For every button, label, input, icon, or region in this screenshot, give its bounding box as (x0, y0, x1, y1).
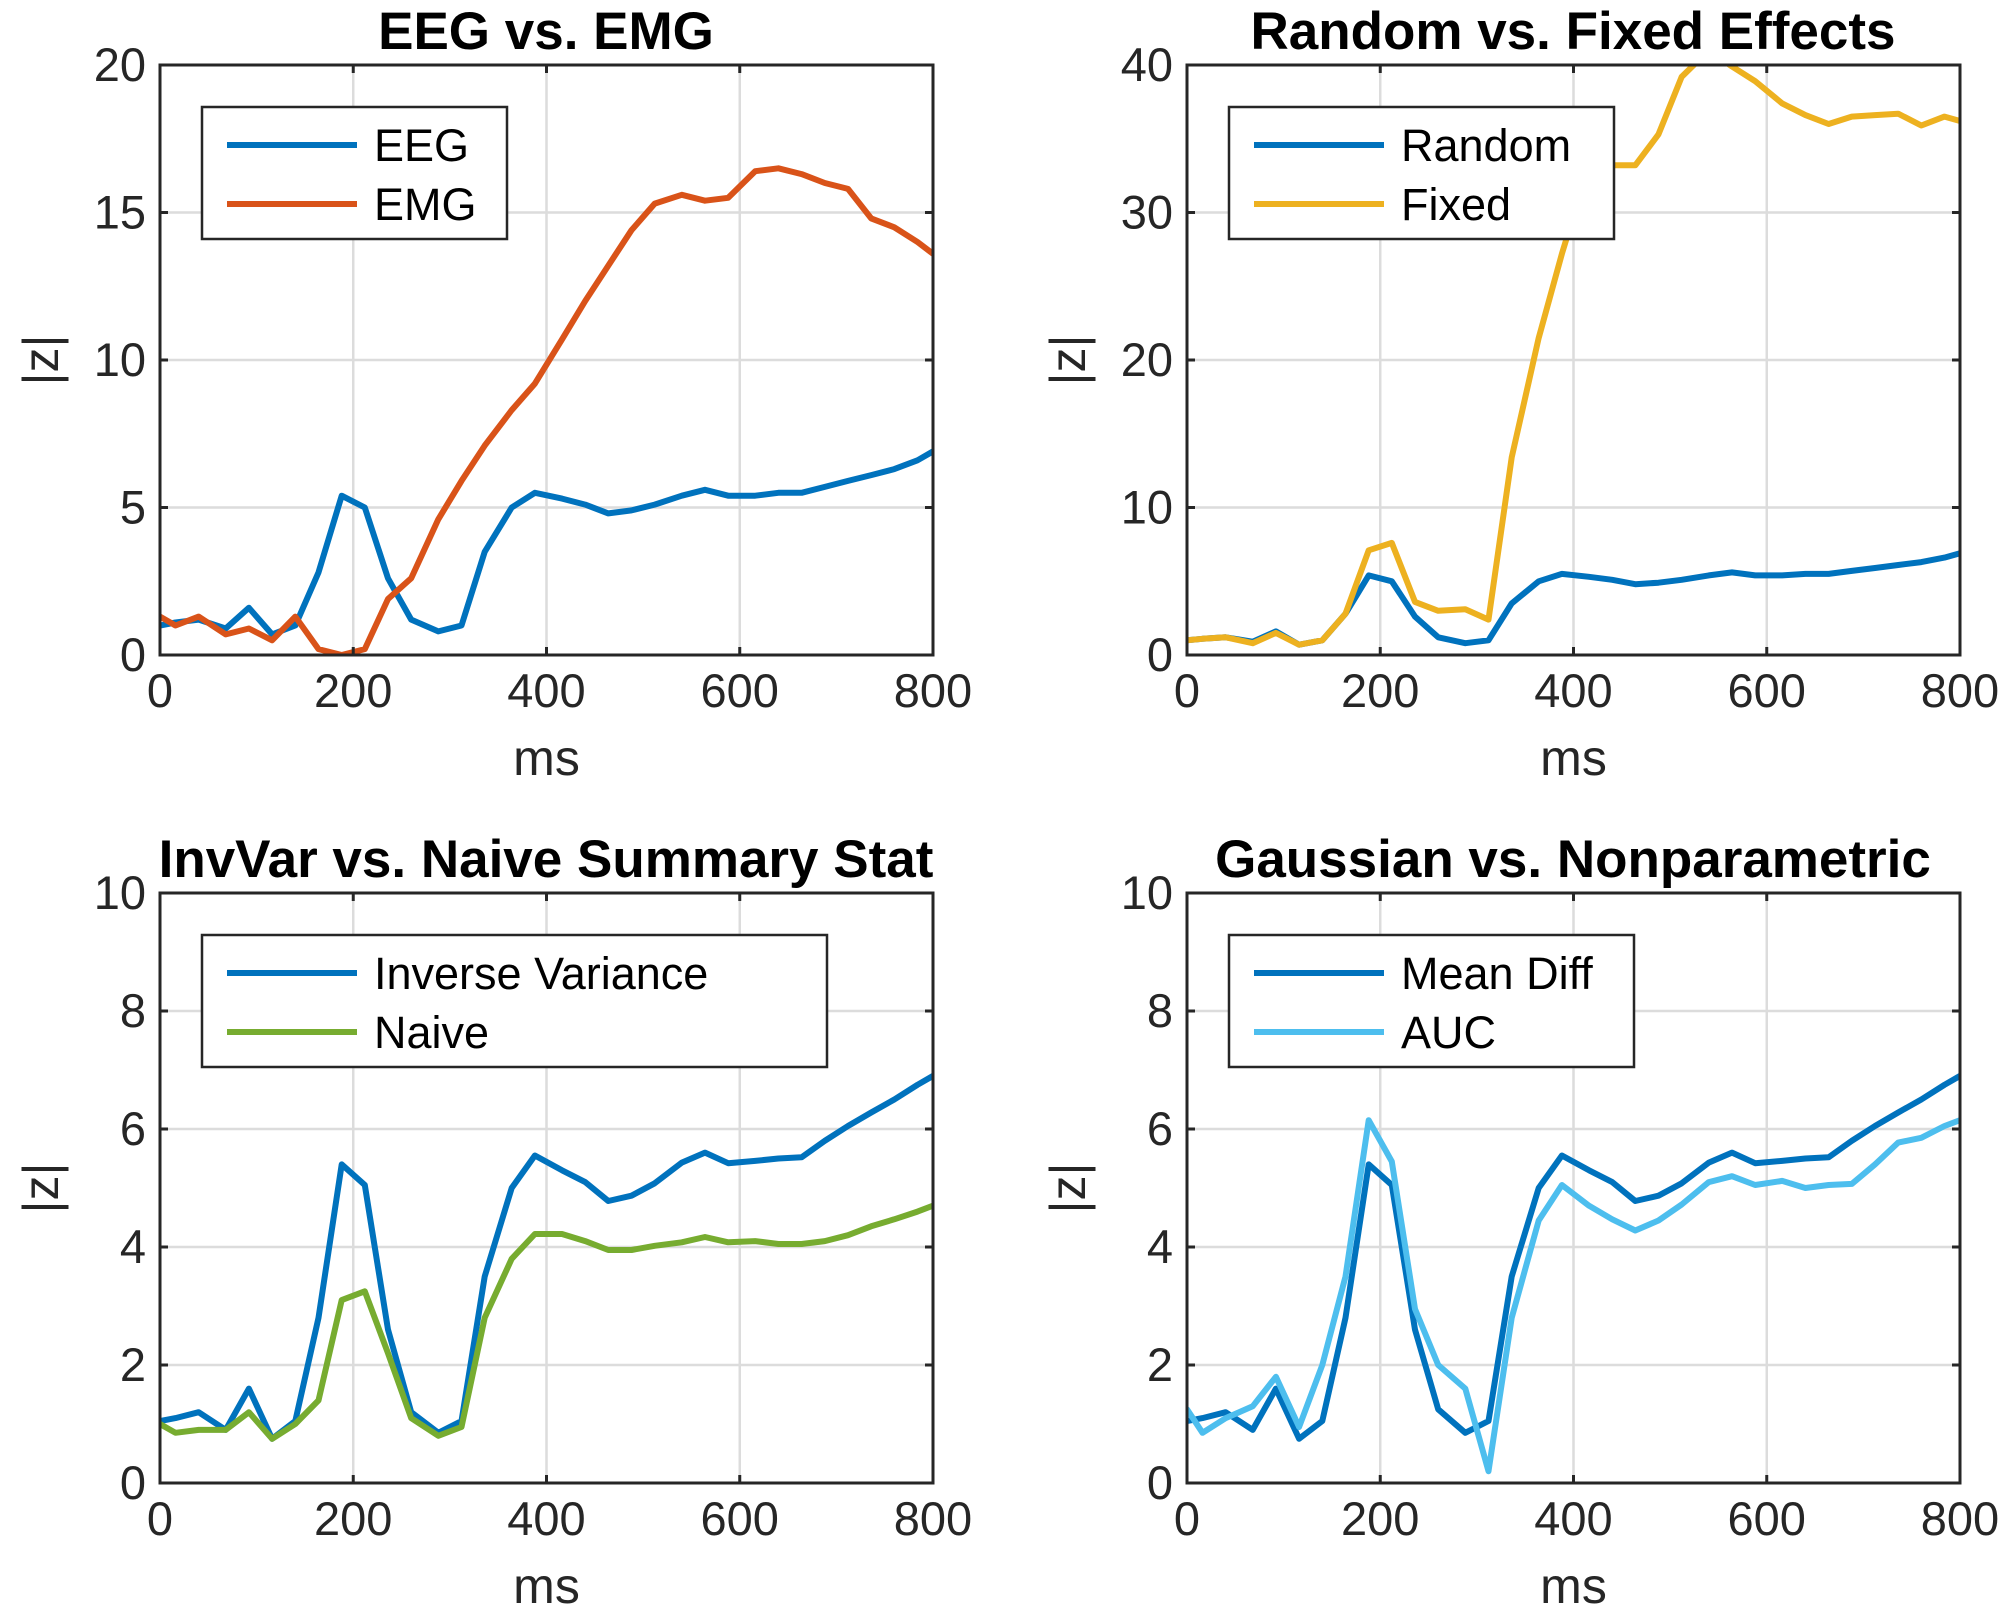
legend-label: Mean Diff (1401, 948, 1593, 999)
x-axis-label: ms (513, 1558, 580, 1614)
chart-title: Random vs. Fixed Effects (1250, 2, 1895, 61)
x-tick-label: 0 (1174, 664, 1200, 717)
y-axis-label: |z| (13, 1163, 69, 1214)
x-axis-label: ms (513, 730, 580, 786)
legend-box (1227, 933, 1636, 1069)
y-tick-label: 10 (1121, 866, 1173, 919)
x-tick-label: 600 (701, 1492, 779, 1545)
y-axis-label: |z| (1040, 1163, 1096, 1214)
x-tick-label: 200 (314, 1492, 392, 1545)
x-tick-label: 800 (894, 664, 972, 717)
y-axis-label: |z| (1040, 335, 1096, 386)
x-axis-label: ms (1540, 1558, 1607, 1614)
legend: EEG EMG (200, 105, 509, 241)
panel-eeg-vs-emg: 0 200 400 600 800 0 5 10 15 20 EEG vs. EMG ms |z| EEG… (13, 2, 972, 786)
legend: Inverse Variance Naive (200, 933, 829, 1069)
legend-label: EMG (374, 179, 477, 230)
legend: Mean Diff AUC (1227, 933, 1636, 1069)
y-tick-label: 10 (94, 866, 146, 919)
y-tick-label: 8 (1147, 984, 1173, 1037)
y-tick-label: 15 (94, 186, 146, 239)
legend: Random Fixed (1227, 105, 1616, 241)
y-tick-label: 4 (1147, 1220, 1173, 1273)
y-axis-label: |z| (13, 335, 69, 386)
x-tick-label: 0 (147, 1492, 173, 1545)
x-tick-label: 600 (701, 664, 779, 717)
x-tick-label: 0 (147, 664, 173, 717)
y-tick-label: 20 (1121, 333, 1173, 386)
y-tick-label: 6 (1147, 1102, 1173, 1155)
x-tick-label: 200 (1341, 1492, 1419, 1545)
chart-title: Gaussian vs. Nonparametric (1215, 830, 1931, 889)
x-tick-label: 600 (1728, 1492, 1806, 1545)
legend-label: Naive (374, 1007, 489, 1058)
x-tick-label: 600 (1728, 664, 1806, 717)
legend-label: AUC (1401, 1007, 1496, 1058)
y-tick-label: 6 (120, 1102, 146, 1155)
legend-box (200, 105, 509, 241)
y-tick-label: 0 (120, 1456, 146, 1509)
series-line-mean-diff (1187, 1072, 1960, 1442)
x-tick-label: 800 (1921, 1492, 1999, 1545)
chart-title: InvVar vs. Naive Summary Stat (159, 830, 934, 889)
chart-title: EEG vs. EMG (378, 2, 714, 61)
y-tick-label: 30 (1121, 186, 1173, 239)
legend-label: Fixed (1401, 179, 1511, 230)
y-tick-label: 2 (120, 1338, 146, 1391)
legend-label: Random (1401, 120, 1571, 171)
series-line-naive (160, 1202, 933, 1442)
x-tick-label: 400 (1534, 1492, 1612, 1545)
legend-label: EEG (374, 120, 469, 171)
y-tick-label: 5 (120, 481, 146, 534)
x-axis-label: ms (1540, 730, 1607, 786)
y-tick-label: 0 (120, 628, 146, 681)
x-tick-label: 400 (507, 664, 585, 717)
y-tick-label: 4 (120, 1220, 146, 1273)
y-tick-label: 0 (1147, 1456, 1173, 1509)
y-tick-label: 2 (1147, 1338, 1173, 1391)
x-tick-label: 800 (894, 1492, 972, 1545)
y-tick-label: 10 (1121, 481, 1173, 534)
series-line-auc (1187, 1117, 1960, 1475)
x-tick-label: 200 (314, 664, 392, 717)
legend-label: Inverse Variance (374, 948, 708, 999)
panel-random-vs-fixed: 0 200 400 600 800 0 10 20 30 40 Random vs. Fixed E… (1040, 2, 1999, 786)
y-tick-label: 10 (94, 333, 146, 386)
panel-gaussian-vs-nonparametric: 0 200 400 600 800 0 2 4 6 8 10 Gaussian vs. Nonpara… (1040, 830, 1999, 1614)
y-tick-label: 0 (1147, 628, 1173, 681)
x-tick-label: 400 (1534, 664, 1612, 717)
series-line-emg (160, 165, 933, 655)
x-tick-label: 200 (1341, 664, 1419, 717)
legend-box (1227, 105, 1616, 241)
y-tick-label: 40 (1121, 38, 1173, 91)
y-tick-label: 20 (94, 38, 146, 91)
x-tick-label: 800 (1921, 664, 1999, 717)
x-tick-label: 400 (507, 1492, 585, 1545)
x-tick-label: 0 (1174, 1492, 1200, 1545)
y-tick-label: 8 (120, 984, 146, 1037)
legend-box (200, 933, 829, 1069)
